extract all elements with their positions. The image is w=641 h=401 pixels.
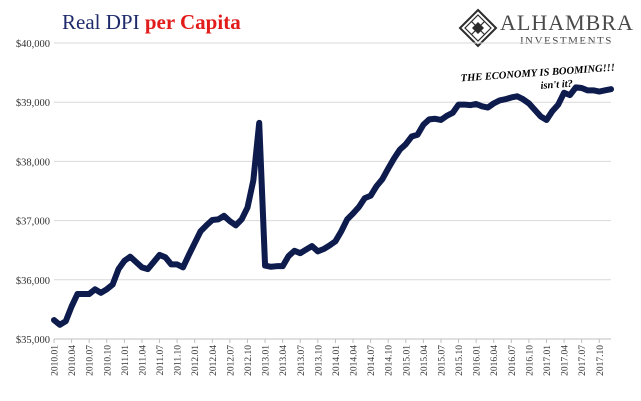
x-tick-label: 2015.04 bbox=[420, 345, 430, 376]
diamond-lattice-icon bbox=[458, 8, 498, 48]
x-tick-label: 2016.10 bbox=[525, 345, 535, 376]
x-tick-label: 2013.10 bbox=[314, 345, 324, 376]
chart-title-main: Real DPI bbox=[62, 10, 145, 34]
x-tick-label: 2010.01 bbox=[51, 345, 61, 376]
x-tick-label: 2013.07 bbox=[297, 345, 307, 376]
x-tick-label: 2012.04 bbox=[209, 345, 219, 376]
y-tick-label: $39,000 bbox=[16, 98, 50, 109]
x-tick-label: 2012.10 bbox=[244, 345, 254, 376]
x-tick-label: 2017.07 bbox=[578, 345, 588, 376]
x-tick-label: 2011.07 bbox=[156, 345, 166, 376]
x-tick-label: 2010.10 bbox=[103, 345, 113, 376]
x-tick-label: 2016.04 bbox=[490, 345, 500, 376]
chart-title: Real DPI per Capita bbox=[62, 10, 241, 35]
x-tick-labels: 2010.01 2010.04 2010.07 2010.10 2011.01 2011.… bbox=[51, 339, 606, 376]
y-tick-label: $36,000 bbox=[16, 276, 50, 287]
x-tick-label: 2012.01 bbox=[191, 345, 201, 376]
x-tick-label: 2014.07 bbox=[367, 345, 377, 376]
brand-logo: ALHAMBRA INVESTMENTS bbox=[458, 8, 633, 52]
annotation-line-2: isn't it? bbox=[540, 79, 573, 92]
x-tick-label: 2014.01 bbox=[332, 345, 342, 376]
brand-name: ALHAMBRA bbox=[500, 10, 634, 35]
y-tick-label: $38,000 bbox=[16, 157, 50, 168]
annotation-line-1: THE ECONOMY IS BOOMING!!! bbox=[460, 63, 615, 85]
x-tick-label: 2015.07 bbox=[437, 345, 447, 376]
x-tick-label: 2010.07 bbox=[86, 345, 96, 376]
x-tick-label: 2011.10 bbox=[174, 345, 184, 376]
chart-title-accent: per Capita bbox=[144, 10, 241, 34]
y-tick-label: $40,000 bbox=[16, 39, 50, 50]
x-tick-label: 2015.10 bbox=[455, 345, 465, 376]
brand-tagline: INVESTMENTS bbox=[520, 35, 613, 47]
y-tick-label: $35,000 bbox=[16, 335, 50, 346]
x-tick-label: 2016.07 bbox=[508, 345, 518, 376]
x-tick-label: 2012.07 bbox=[226, 345, 236, 376]
series-line bbox=[51, 84, 614, 328]
x-tick-label: 2011.01 bbox=[121, 345, 131, 376]
x-tick-label: 2014.04 bbox=[350, 345, 360, 376]
x-tick-label: 2016.01 bbox=[473, 345, 483, 376]
x-tick-label: 2017.10 bbox=[596, 345, 606, 376]
x-tick-label: 2011.04 bbox=[138, 345, 148, 376]
x-tick-label: 2017.04 bbox=[561, 345, 571, 376]
x-tick-label: 2017.01 bbox=[543, 345, 553, 376]
x-tick-label: 2010.04 bbox=[68, 345, 78, 376]
x-tick-label: 2013.01 bbox=[262, 345, 272, 376]
x-tick-label: 2014.10 bbox=[385, 345, 395, 376]
y-tick-labels: $35,000 $36,000 $37,000 $38,000 $39,000 $40,0… bbox=[16, 39, 50, 346]
y-tick-label: $37,000 bbox=[16, 217, 50, 228]
x-tick-label: 2013.04 bbox=[279, 345, 289, 376]
gridlines bbox=[54, 42, 611, 340]
x-tick-label: 2015.01 bbox=[402, 345, 412, 376]
